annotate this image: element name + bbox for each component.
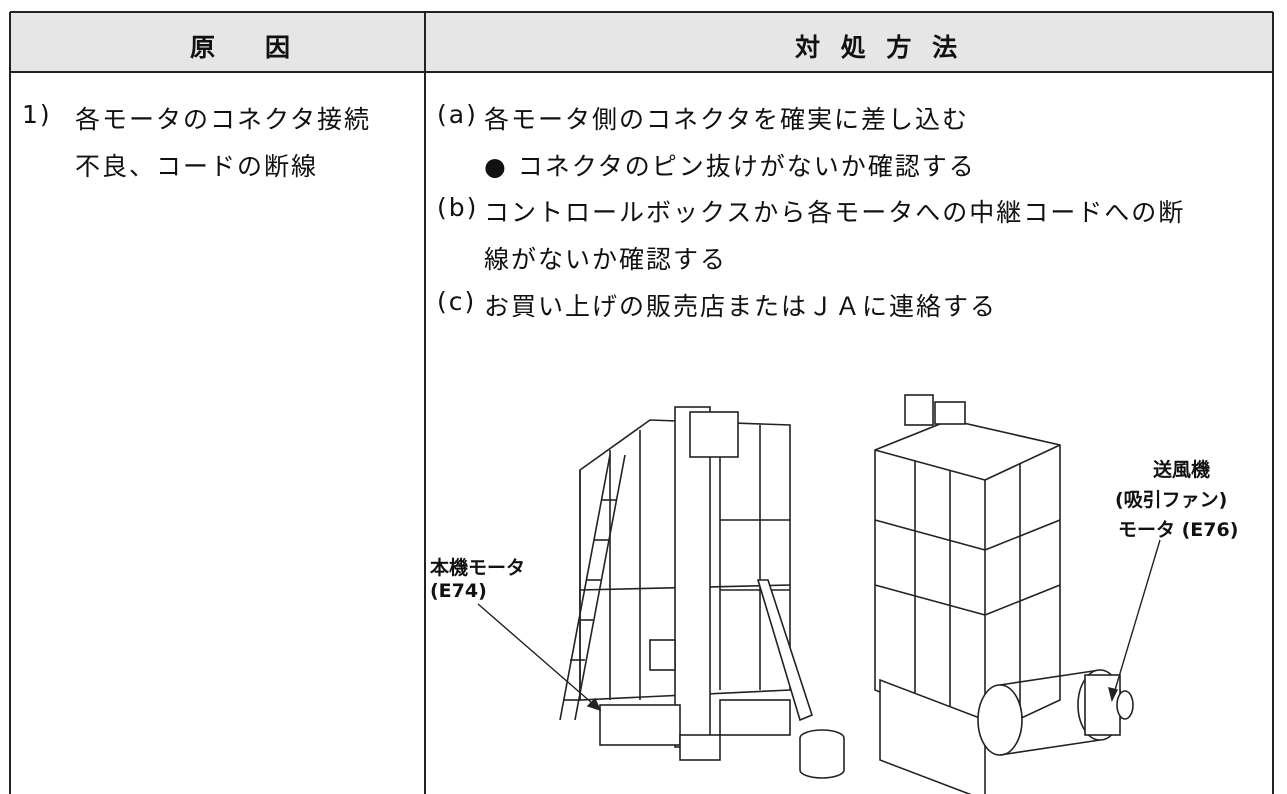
figure-label: 本機モータ [430, 557, 526, 579]
header-background [10, 12, 1273, 72]
remedy-text: 各モータ側のコネクタを確実に差し込む [484, 105, 970, 134]
leader-lines [477, 539, 1161, 712]
table-lines [9, 11, 1274, 794]
cause-text: 各モータのコネクタ接続 [75, 105, 372, 134]
remedy-label: (c) [437, 286, 477, 316]
figure-label: モータ (E76) [1118, 519, 1239, 541]
remedy-text: コントロールボックスから各モータへの中継コードへの断 [484, 198, 1186, 228]
dryer-illustration-right [874, 394, 1134, 794]
remedy-label: (a) [437, 100, 478, 129]
cause-text: 不良、コードの断線 [75, 151, 319, 181]
remedy-text: お買い上げの販売店またはＪＡに連絡する [484, 291, 998, 321]
remedy-label: (b) [437, 193, 479, 223]
remedy-text: 線がないか確認する [484, 245, 728, 275]
figure-label: (吸引ファン) [1115, 489, 1228, 511]
remedy-text: ● コネクタのピン抜けがないか確認する [484, 151, 976, 181]
figure-label: 送風機 [1153, 459, 1211, 481]
dryer-illustration-left [559, 406, 845, 779]
row-number: 1) [22, 100, 52, 129]
figure-label: (E74) [430, 580, 487, 602]
header-cause: 原 因 [190, 33, 291, 62]
header-remedy: 対 処 方 法 [795, 33, 964, 62]
